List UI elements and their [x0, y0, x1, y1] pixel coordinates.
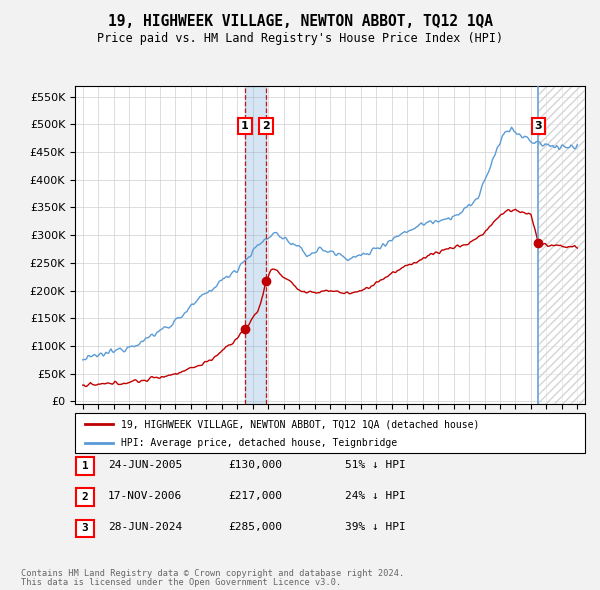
Polygon shape	[538, 86, 585, 404]
Text: 28-JUN-2024: 28-JUN-2024	[108, 523, 182, 532]
Text: 2: 2	[82, 492, 88, 502]
Text: 19, HIGHWEEK VILLAGE, NEWTON ABBOT, TQ12 1QA: 19, HIGHWEEK VILLAGE, NEWTON ABBOT, TQ12…	[107, 14, 493, 29]
Text: This data is licensed under the Open Government Licence v3.0.: This data is licensed under the Open Gov…	[21, 578, 341, 588]
Text: 2: 2	[262, 121, 270, 131]
Text: 24% ↓ HPI: 24% ↓ HPI	[345, 491, 406, 501]
Text: 1: 1	[82, 461, 88, 471]
Text: 51% ↓ HPI: 51% ↓ HPI	[345, 460, 406, 470]
Text: Contains HM Land Registry data © Crown copyright and database right 2024.: Contains HM Land Registry data © Crown c…	[21, 569, 404, 578]
Text: 1: 1	[241, 121, 248, 131]
Text: 3: 3	[535, 121, 542, 131]
Text: 3: 3	[82, 523, 88, 533]
Text: 17-NOV-2006: 17-NOV-2006	[108, 491, 182, 501]
Text: £130,000: £130,000	[228, 460, 282, 470]
Text: 24-JUN-2005: 24-JUN-2005	[108, 460, 182, 470]
Text: £217,000: £217,000	[228, 491, 282, 501]
Text: £285,000: £285,000	[228, 523, 282, 532]
Text: 19, HIGHWEEK VILLAGE, NEWTON ABBOT, TQ12 1QA (detached house): 19, HIGHWEEK VILLAGE, NEWTON ABBOT, TQ12…	[121, 419, 479, 430]
Text: HPI: Average price, detached house, Teignbridge: HPI: Average price, detached house, Teig…	[121, 438, 397, 448]
Text: Price paid vs. HM Land Registry's House Price Index (HPI): Price paid vs. HM Land Registry's House …	[97, 32, 503, 45]
Bar	[245, 86, 266, 404]
Text: 39% ↓ HPI: 39% ↓ HPI	[345, 523, 406, 532]
